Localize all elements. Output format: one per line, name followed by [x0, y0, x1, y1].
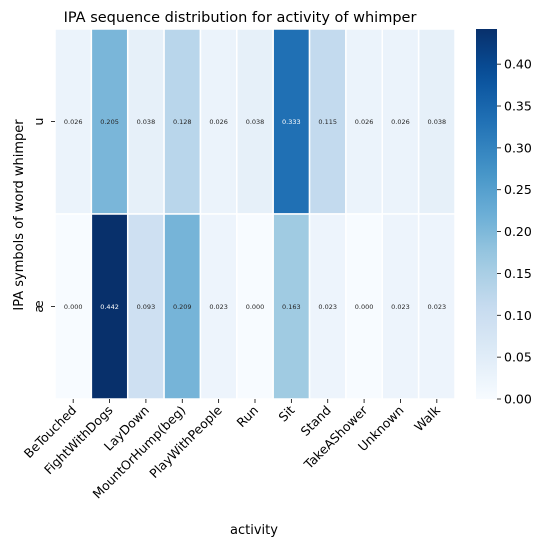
x-tick-label: Walk	[411, 402, 443, 434]
heatmap-cell-label: 0.000	[246, 303, 265, 311]
heatmap-cell-label: 0.000	[355, 303, 374, 311]
heatmap-cell	[308, 213, 347, 400]
colorbar-tick-label: 0.30	[504, 140, 532, 155]
colorbar-tick-label: 0.15	[504, 266, 532, 281]
heatmap-cell	[236, 28, 274, 215]
heatmap-cell-label: 0.128	[173, 118, 192, 126]
heatmap-cell-label: 0.209	[173, 303, 192, 311]
y-tick-label: u	[31, 118, 46, 126]
x-tick-label: Sit	[275, 402, 297, 424]
x-axis-label: activity	[230, 523, 278, 538]
colorbar: 0.00 0.05 0.10 0.15 0.20 0.25 0.30 0.35 0.40	[476, 29, 532, 407]
heatmap-cell	[308, 28, 347, 215]
heatmap-cell-label: 0.023	[318, 303, 337, 311]
heatmap-cell-label: 0.023	[428, 303, 447, 311]
heatmap-cell	[199, 213, 238, 400]
colorbar-tick-label: 0.10	[504, 308, 532, 323]
y-axis-label: IPA symbols of word whimper	[12, 119, 27, 311]
heatmap-cell	[381, 28, 420, 215]
heatmap-cell-label: 0.115	[318, 118, 337, 126]
heatmap-cell	[381, 213, 420, 400]
heatmap-cell-label: 0.038	[246, 118, 265, 126]
heatmap-cell-label: 0.023	[391, 303, 410, 311]
heatmap-cells	[54, 28, 456, 400]
heatmap-cell	[417, 28, 456, 215]
x-tick-label: Run	[234, 403, 262, 431]
colorbar-tick-label: 0.35	[504, 99, 532, 114]
heatmap-cell-label: 0.163	[282, 303, 301, 311]
heatmap-cell	[90, 28, 129, 215]
colorbar-tick-label: 0.25	[504, 182, 532, 197]
heatmap-cell	[417, 213, 456, 400]
chart-title: IPA sequence distribution for activity o…	[64, 10, 417, 26]
colorbar-tick-label: 0.00	[504, 392, 532, 407]
heatmap-cell-label: 0.442	[100, 303, 119, 311]
colorbar-tick-label: 0.20	[504, 224, 532, 239]
y-axis-ticks: uæ	[31, 118, 55, 313]
heatmap-cell-label: 0.026	[391, 118, 410, 126]
heatmap-cell-label: 0.000	[64, 303, 83, 311]
heatmap-cell-label: 0.093	[137, 303, 156, 311]
heatmap-cell-label: 0.038	[428, 118, 447, 126]
x-axis-ticks: BeTouchedFightWithDogsLayDownMountOrHump…	[21, 399, 443, 501]
colorbar-tick-label: 0.40	[504, 57, 532, 72]
heatmap-cell-labels: 0.026 0.205 0.038 0.128 0.026 0.038 0.333 0.115…	[64, 118, 446, 311]
heatmap-cell	[126, 213, 165, 400]
heatmap-cell	[272, 213, 311, 400]
colorbar-tick-label: 0.05	[504, 350, 532, 365]
colorbar-gradient	[476, 29, 497, 399]
heatmap-cell-label: 0.026	[355, 118, 374, 126]
heatmap-cell-label: 0.023	[209, 303, 228, 311]
heatmap-cell	[345, 213, 384, 400]
heatmap-cell-label: 0.026	[209, 118, 228, 126]
heatmap-cell-label: 0.205	[100, 118, 119, 126]
heatmap-cell-label: 0.333	[282, 118, 301, 126]
y-tick-label: æ	[31, 300, 46, 312]
heatmap-cell	[236, 213, 274, 400]
heatmap-cell	[54, 213, 93, 400]
heatmap-cell-label: 0.026	[64, 118, 83, 126]
heatmap-cell-label: 0.038	[137, 118, 156, 126]
